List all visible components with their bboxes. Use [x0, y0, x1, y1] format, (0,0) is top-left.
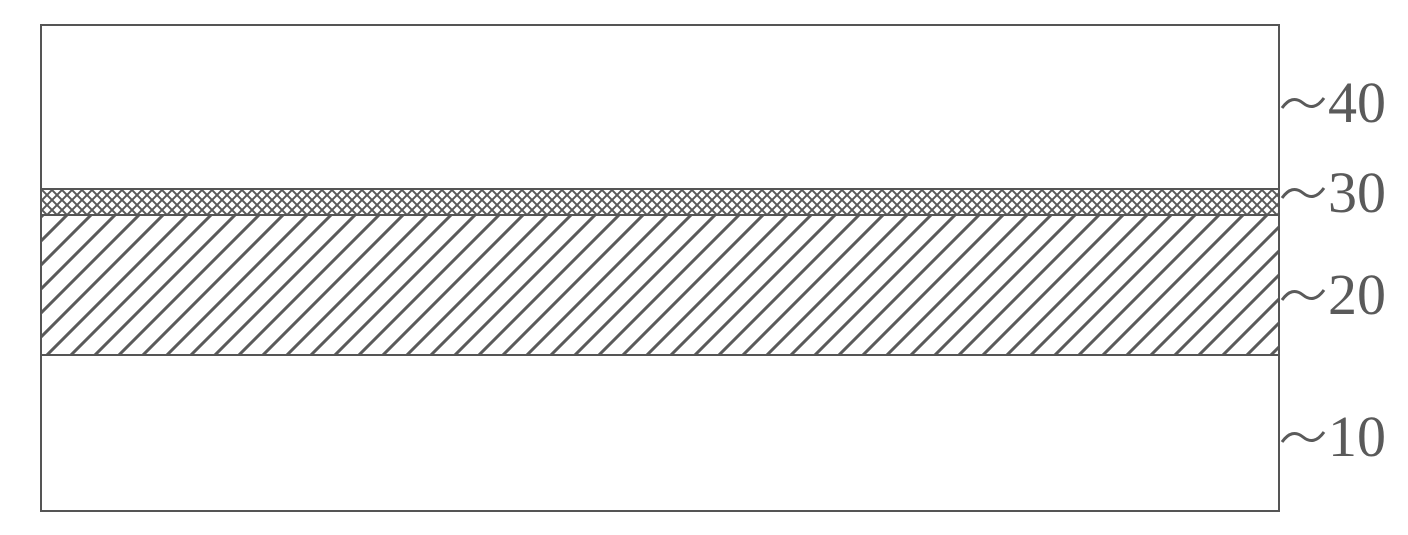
- leader-40: [1280, 92, 1326, 114]
- leader-20: [1280, 284, 1326, 306]
- leader-10: [1280, 426, 1326, 448]
- label-40: 40: [1328, 74, 1386, 132]
- label-20: 20: [1328, 266, 1386, 324]
- layer-diagram: [40, 24, 1280, 512]
- layer-40: [42, 26, 1278, 188]
- leader-30: [1280, 182, 1326, 204]
- label-10: 10: [1328, 408, 1386, 466]
- layer-20: [42, 214, 1278, 354]
- layer-30: [42, 188, 1278, 214]
- label-30: 30: [1328, 164, 1386, 222]
- layer-10: [42, 354, 1278, 510]
